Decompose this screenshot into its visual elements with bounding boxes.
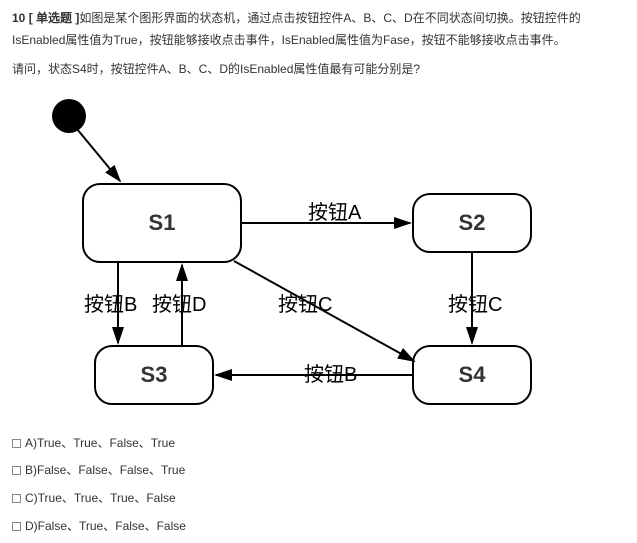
edge-label-A: 按钮A bbox=[308, 195, 361, 231]
edge-label-B2: 按钮B bbox=[304, 357, 357, 393]
question-type: [ 单选题 ] bbox=[29, 11, 80, 25]
state-diagram: S1 S2 S3 S4 按钮A 按钮B 按钮D 按钮C 按钮C 按钮B bbox=[22, 99, 562, 419]
edge-label-C1: 按钮C bbox=[278, 287, 332, 323]
answer-options: A)True、True、False、True B)False、False、Fal… bbox=[12, 433, 625, 537]
edge-label-C2: 按钮C bbox=[448, 287, 502, 323]
diagram-arrows bbox=[22, 99, 562, 419]
option-a[interactable]: A)True、True、False、True bbox=[12, 433, 625, 455]
option-text: B)False、False、False、True bbox=[25, 463, 185, 477]
checkbox-icon bbox=[12, 494, 21, 503]
option-b[interactable]: B)False、False、False、True bbox=[12, 460, 625, 482]
option-d[interactable]: D)False、True、False、False bbox=[12, 516, 625, 538]
option-text: A)True、True、False、True bbox=[25, 436, 175, 450]
checkbox-icon bbox=[12, 522, 21, 531]
edge-label-B1: 按钮B bbox=[84, 287, 137, 323]
edge-label-D: 按钮D bbox=[152, 287, 206, 323]
question-stem: 如图是某个图形界面的状态机，通过点击按钮控件A、B、C、D在不同状态间切换。按钮… bbox=[12, 11, 581, 47]
checkbox-icon bbox=[12, 439, 21, 448]
option-text: D)False、True、False、False bbox=[25, 519, 186, 533]
question-header: 10 [ 单选题 ]如图是某个图形界面的状态机，通过点击按钮控件A、B、C、D在… bbox=[12, 8, 625, 51]
question-prompt: 请问，状态S4时，按钮控件A、B、C、D的IsEnabled属性值最有可能分别是… bbox=[12, 59, 625, 81]
option-text: C)True、True、True、False bbox=[25, 491, 176, 505]
checkbox-icon bbox=[12, 466, 21, 475]
option-c[interactable]: C)True、True、True、False bbox=[12, 488, 625, 510]
question-number: 10 bbox=[12, 11, 25, 25]
